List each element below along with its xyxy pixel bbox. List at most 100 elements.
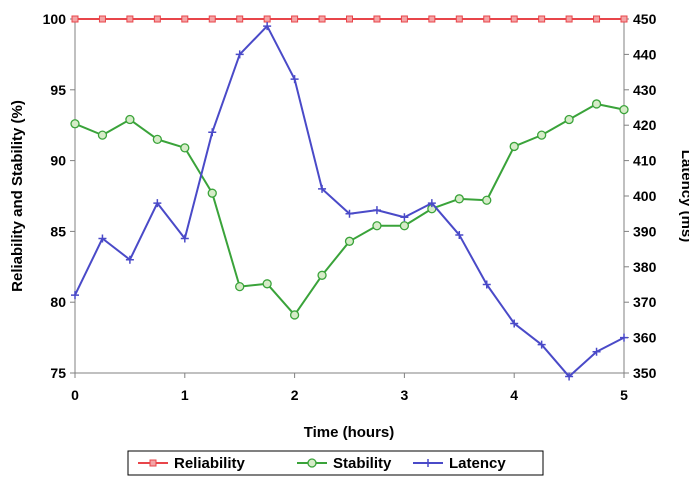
data-point-reliability [153,15,161,23]
data-point-stability [591,99,602,109]
right-y-tick-label: 420 [633,117,657,133]
legend-label: Reliability [174,455,246,472]
data-point-latency [318,184,327,193]
data-point-reliability [565,15,573,23]
legend-item-stability: Stability [297,455,392,472]
data-point-reliability [291,15,299,23]
data-point-stability [262,279,272,289]
data-point-reliability [71,15,79,23]
data-point-reliability [538,15,546,23]
legend-box [127,450,544,476]
x-tick-label: 2 [291,387,299,403]
x-axis-ticks: 0 1 2 3 4 5 [71,373,628,403]
data-point-reliability [263,15,271,23]
right-y-tick-label: 380 [633,259,657,275]
data-point-reliability [455,15,463,23]
data-point-latency [427,199,436,208]
data-point-stability [509,141,519,152]
right-y-tick-label: 430 [633,82,657,98]
data-point-stability [372,221,382,231]
data-point-stability [152,134,163,145]
legend-item-reliability: Reliability [138,455,246,472]
legend-label: Stability [333,455,392,472]
right-y-axis-label: Latency (ms) [678,150,689,243]
plot-area [74,18,625,374]
legend-label: Latency [449,455,506,472]
legend-marker [149,459,157,467]
data-point-stability [399,221,410,231]
data-point-reliability [483,15,491,23]
data-point-stability [207,188,217,198]
data-point-reliability [593,15,601,23]
left-y-tick-label: 85 [50,223,66,239]
legend-item-latency: Latency [413,455,506,472]
series-latency [71,22,628,381]
data-point-latency [537,340,546,349]
data-point-reliability [318,15,326,23]
data-point-latency [620,333,628,342]
data-point-stability [97,130,108,140]
data-point-stability [344,236,355,246]
data-point-latency [263,22,272,31]
left-y-axis-ticks: 75 80 85 90 95 100 [43,11,75,381]
data-point-reliability [510,15,518,23]
data-point-reliability [620,15,628,23]
data-point-latency [208,128,217,137]
data-point-latency [510,319,519,328]
left-y-tick-label: 95 [50,82,66,98]
x-axis-label: Time (hours) [304,424,395,441]
series-reliability [71,15,628,23]
data-point-latency [153,199,162,208]
data-point-reliability [400,15,408,23]
left-y-tick-label: 80 [50,294,66,310]
data-point-reliability [98,15,106,23]
data-point-latency [345,209,354,218]
data-point-stability [482,195,492,205]
data-point-latency [565,372,574,381]
data-point-stability [619,104,629,115]
x-tick-label: 3 [401,387,409,403]
x-tick-label: 1 [181,387,189,403]
data-point-stability [180,143,190,153]
right-y-tick-label: 440 [633,46,657,62]
legend-marker [424,459,432,467]
data-point-stability [564,114,574,125]
left-y-tick-label: 100 [43,11,67,27]
data-point-latency [290,75,299,84]
data-point-reliability [181,15,189,23]
data-point-latency [455,230,464,239]
x-tick-label: 0 [71,387,79,403]
series-layer [70,15,629,381]
right-y-tick-label: 410 [633,153,657,169]
data-point-reliability [428,15,436,23]
data-point-latency [98,234,107,243]
right-y-axis-ticks: 350 360 370 380 390 400 410 420 430 440 450 [624,11,657,381]
right-y-tick-label: 360 [633,330,657,346]
left-y-tick-label: 75 [50,365,66,381]
data-point-stability [289,310,300,320]
right-y-tick-label: 370 [633,294,657,310]
data-point-latency [235,50,244,59]
data-point-stability [454,194,464,204]
data-point-reliability [373,15,381,23]
data-point-stability [125,114,135,125]
data-point-stability [235,281,245,292]
data-point-stability [537,130,547,140]
right-y-tick-label: 390 [633,223,657,239]
data-point-reliability [208,15,216,23]
data-point-reliability [236,15,244,23]
legend-marker [307,458,317,468]
data-point-stability [317,270,327,280]
left-y-tick-label: 90 [50,153,66,169]
series-stability [70,99,629,320]
x-tick-label: 5 [620,387,628,403]
data-point-latency [180,234,189,243]
data-point-latency [592,347,601,356]
data-point-stability [70,119,80,129]
data-point-latency [125,255,134,264]
plot-border [74,18,625,374]
x-tick-label: 4 [510,387,518,403]
data-point-latency [400,213,409,222]
data-point-latency [482,280,491,289]
